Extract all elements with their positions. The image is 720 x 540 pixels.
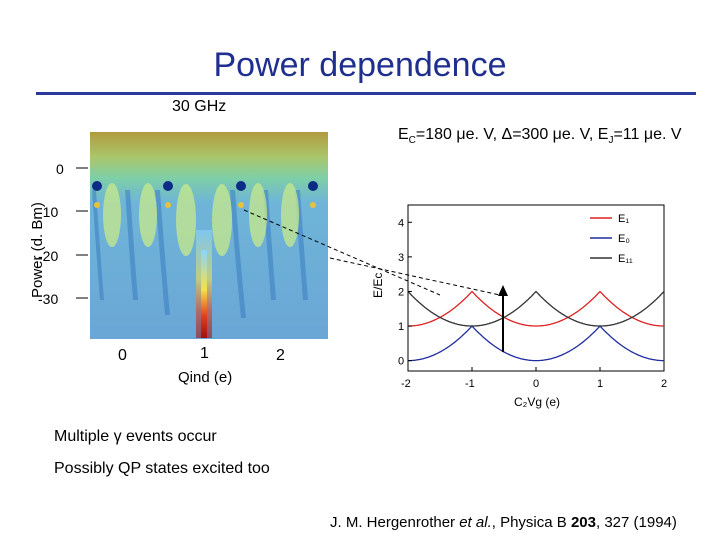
legend-entry: E₁₁ xyxy=(618,253,633,265)
heatmap-chart: 0 -10 -20 -30 Power (d. Bm) 0 1 2 Qind (… xyxy=(29,132,328,386)
band-series-line xyxy=(408,290,664,327)
band-xtick: -1 xyxy=(465,378,475,390)
citation-authors: J. M. Hergenrother xyxy=(330,514,460,531)
citation-rest: , 327 (1994) xyxy=(595,514,677,531)
citation-etal: et al. xyxy=(459,514,492,531)
bullet-multiple-events: Multiple γ events occur xyxy=(54,428,217,445)
slide-title: Power dependence xyxy=(213,46,507,84)
band-xlabel: C₂Vg (e) xyxy=(514,395,560,409)
heatmap-xtick: 0 xyxy=(118,347,127,364)
band-ytick: 2 xyxy=(398,286,404,298)
legend-entry: E₀ xyxy=(618,233,630,245)
heatmap-xlabel: Qind (e) xyxy=(178,369,232,386)
ej-prefix: E xyxy=(597,126,609,143)
ec-value: =180 μe. V, xyxy=(415,126,502,143)
energy-band-chart: -2 -1 0 1 2 0 1 2 3 4 E₁ E₀ E₁₁ E/Ec C₂Vg (e) xyxy=(371,204,667,409)
ec-subscript: C xyxy=(408,135,416,147)
legend: E₁ E₀ E₁₁ xyxy=(590,213,633,265)
citation: J. M. Hergenrother et al., Physica B 203… xyxy=(330,514,677,531)
band-ytick: 1 xyxy=(398,321,404,333)
plot-frame xyxy=(407,204,665,372)
heatmap-xtick: 1 xyxy=(200,345,209,362)
ej-subscript: J xyxy=(608,135,614,147)
citation-volume: 203 xyxy=(570,514,596,531)
band-ticks: -2 -1 0 1 2 0 1 2 3 4 xyxy=(398,217,667,390)
band-ylabel: E/Ec xyxy=(371,273,385,298)
connector-line xyxy=(243,209,441,296)
heatmap-ylabel: Power (d. Bm) xyxy=(29,202,46,298)
band-xtick: 2 xyxy=(661,378,667,390)
band-curves xyxy=(407,290,665,362)
band-xtick: 1 xyxy=(597,378,603,390)
delta-value: Δ=300 μe. V, xyxy=(501,126,598,143)
band-series-line xyxy=(407,290,665,327)
legend-entry: E₁ xyxy=(618,213,629,225)
band-series-line xyxy=(408,325,664,362)
heatmap-xtick: 2 xyxy=(276,347,285,364)
ec-prefix: E xyxy=(398,126,409,143)
frequency-label: 30 GHz xyxy=(172,98,227,115)
heatmap-ytick: -20 xyxy=(38,248,58,264)
ej-value: =11 μe. V xyxy=(613,126,682,143)
citation-journal: , Physica B xyxy=(491,514,571,531)
bullet-qp-states: Possibly QP states excited too xyxy=(54,460,270,477)
band-xtick: 0 xyxy=(533,378,539,390)
heatmap-ytick: 0 xyxy=(56,161,64,177)
heatmap-ytick: -30 xyxy=(38,291,58,307)
connector-line xyxy=(329,257,501,296)
band-ytick: 4 xyxy=(398,217,404,229)
band-ytick: 3 xyxy=(398,252,404,264)
band-ytick: 0 xyxy=(398,356,404,368)
heatmap-ytick: -10 xyxy=(38,204,58,220)
band-xtick: -2 xyxy=(401,378,411,390)
arrow-head xyxy=(498,285,508,296)
parameters-label: EC=180 μe. V, Δ=300 μe. V, EJ=11 μe. V xyxy=(398,126,682,146)
title-divider xyxy=(36,92,696,95)
